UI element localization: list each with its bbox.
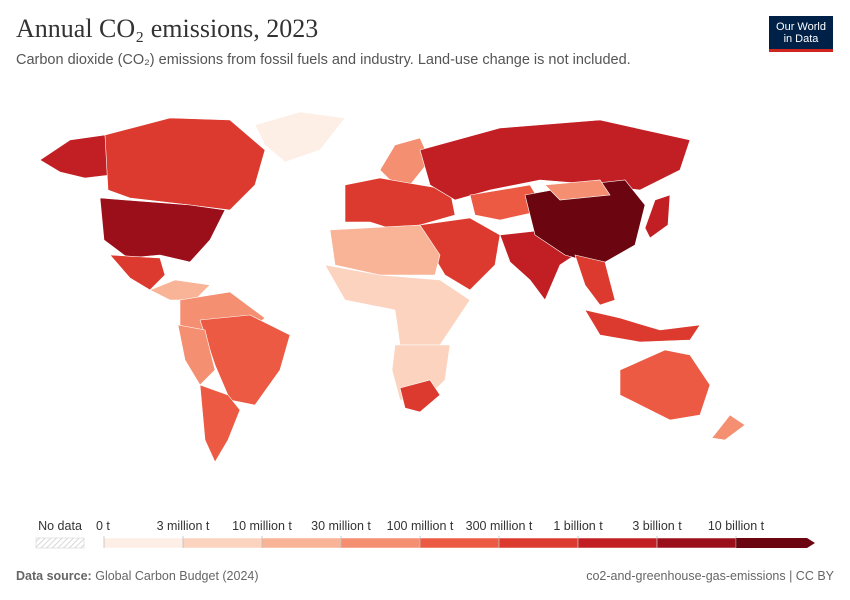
japan xyxy=(644,194,671,239)
brazil xyxy=(199,314,291,406)
new-zealand xyxy=(711,414,746,441)
canada xyxy=(104,117,266,211)
source: Data source: Global Carbon Budget (2024) xyxy=(16,569,259,583)
source-text: Global Carbon Budget (2024) xyxy=(95,569,259,583)
slug: co2-and-greenhouse-gas-emissions | CC BY xyxy=(586,569,834,583)
countries xyxy=(39,111,746,463)
legend-tick-label: 1 billion t xyxy=(553,519,603,533)
legend-tick-label: 3 million t xyxy=(157,519,210,533)
legend-swatch xyxy=(498,537,579,549)
subtitle: Carbon dioxide (CO₂) emissions from foss… xyxy=(16,52,631,68)
logo-line: in Data xyxy=(783,33,819,45)
legend-tick-label: 30 million t xyxy=(311,519,371,533)
legend-swatch xyxy=(340,537,421,549)
scandinavia xyxy=(379,137,431,186)
greenland xyxy=(254,111,346,163)
west-central-africa xyxy=(324,264,471,346)
legend-tick-label: 0 t xyxy=(96,519,110,533)
south-africa xyxy=(399,379,441,413)
legend-swatch xyxy=(182,537,263,549)
legend-tick-label: 3 billion t xyxy=(632,519,682,533)
legend-swatch xyxy=(261,537,342,549)
argentina-chile xyxy=(199,384,241,463)
legend-swatch xyxy=(577,537,658,549)
legend-tick-label: 300 million t xyxy=(466,519,533,533)
central-america xyxy=(149,279,211,301)
mongolia xyxy=(544,179,611,201)
indonesia xyxy=(584,309,701,343)
kazakhstan xyxy=(469,184,546,221)
legend-swatch xyxy=(419,537,500,549)
source-label: Data source: xyxy=(16,569,92,583)
peru-bolivia xyxy=(177,324,216,386)
legend: 0 t 3 million t 10 million t 30 million t 10… xyxy=(96,519,815,549)
title: Annual CO₂ emissions, 2023 xyxy=(16,14,319,43)
logo-line: Our World xyxy=(776,21,826,33)
no-data-label: No data xyxy=(38,519,82,533)
legend-swatch xyxy=(656,537,737,549)
legend-tick-label: 10 billion t xyxy=(708,519,765,533)
europe xyxy=(344,177,456,231)
legend-swatch xyxy=(736,538,815,548)
no-data-swatch xyxy=(35,537,85,549)
southeast-asia xyxy=(574,254,616,306)
australia xyxy=(619,349,711,421)
legend-swatch xyxy=(103,537,184,549)
alaska xyxy=(39,134,111,179)
logo[interactable]: Our World in Data xyxy=(769,16,833,52)
legend-tick-label: 10 million t xyxy=(232,519,292,533)
usa xyxy=(99,197,226,263)
mexico xyxy=(109,254,166,291)
north-africa xyxy=(329,224,441,276)
legend-tick-label: 100 million t xyxy=(387,519,454,533)
